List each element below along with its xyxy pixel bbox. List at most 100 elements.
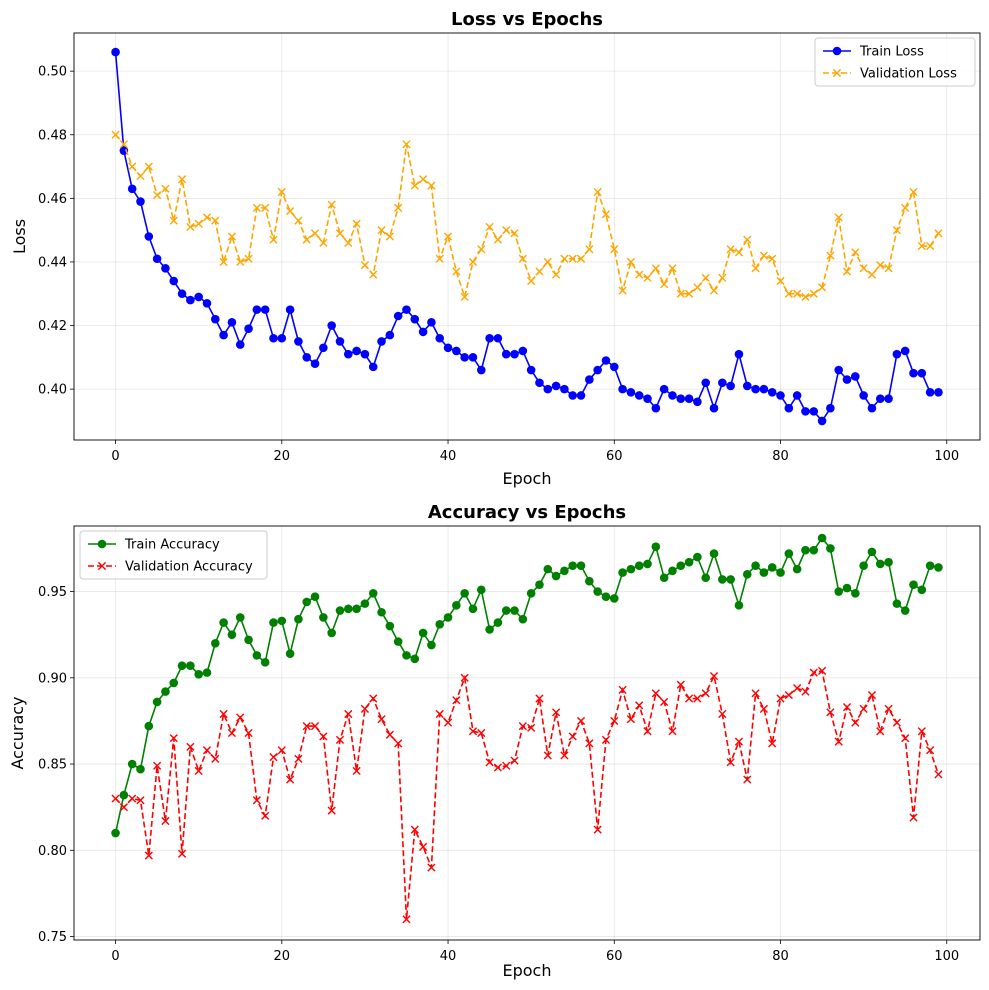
data-point <box>792 564 802 574</box>
data-point <box>792 391 802 400</box>
data-point <box>851 372 860 381</box>
data-point <box>610 716 619 726</box>
data-point <box>759 568 769 577</box>
data-point <box>535 378 544 388</box>
data-point <box>443 613 453 622</box>
data-point <box>501 349 511 359</box>
data-point <box>327 200 336 209</box>
data-point <box>186 222 195 232</box>
data-point <box>776 276 785 286</box>
data-point <box>726 381 735 391</box>
data-point <box>161 687 170 696</box>
chart-title: Loss vs Epochs <box>451 9 603 30</box>
data-point <box>576 391 586 400</box>
data-point <box>335 337 345 346</box>
data-point <box>177 661 187 671</box>
data-point <box>319 613 328 622</box>
data-point <box>817 666 827 675</box>
data-point <box>560 751 569 760</box>
data-point <box>892 599 902 608</box>
data-point <box>875 394 885 403</box>
data-point <box>643 727 652 736</box>
data-point <box>144 721 154 731</box>
data-point <box>734 737 744 746</box>
data-point <box>211 639 220 648</box>
data-point <box>153 191 162 200</box>
data-point <box>344 709 353 719</box>
data-point <box>493 333 503 343</box>
x-tick-label: 80 <box>772 449 789 464</box>
data-point <box>909 187 918 197</box>
data-point <box>751 689 760 698</box>
data-point <box>177 175 187 184</box>
data-point <box>394 739 403 748</box>
data-point <box>543 564 553 574</box>
data-point <box>501 606 511 615</box>
series-train-loss <box>111 47 943 426</box>
data-point <box>718 709 727 719</box>
chart-panel-1: 0 20 40 60 80 100 0.40 0.42 0.44 0.46 0.48 0.50 Loss… <box>10 9 981 488</box>
data-point <box>227 630 237 639</box>
data-point <box>310 722 320 731</box>
data-point <box>227 318 237 327</box>
series-line <box>114 52 939 423</box>
data-point <box>344 238 353 247</box>
data-point <box>368 588 378 598</box>
x-tick-label: 60 <box>606 449 623 464</box>
data-point <box>394 203 403 212</box>
data-point <box>593 587 602 596</box>
data-point <box>684 289 694 298</box>
data-point <box>643 273 652 282</box>
data-point <box>635 701 644 710</box>
data-point <box>252 651 262 660</box>
data-point <box>660 697 669 707</box>
data-point <box>144 162 153 171</box>
data-point <box>161 184 170 193</box>
data-point <box>111 130 120 139</box>
data-point <box>875 559 885 569</box>
data-point <box>784 690 793 700</box>
data-point <box>718 575 727 584</box>
data-point <box>609 594 619 603</box>
legend-label: Validation Accuracy <box>125 560 253 575</box>
data-point <box>236 257 245 267</box>
data-point <box>269 333 278 343</box>
data-point <box>809 407 819 416</box>
data-point <box>485 333 494 343</box>
data-point <box>817 416 827 426</box>
data-point <box>917 368 927 378</box>
series-validation-loss <box>111 130 943 302</box>
data-point <box>402 915 411 924</box>
data-point <box>826 544 835 553</box>
data-point <box>443 343 453 353</box>
data-point <box>252 796 261 805</box>
x-tick-label: 20 <box>274 949 291 964</box>
x-tick-label: 40 <box>440 449 457 464</box>
data-point <box>418 327 428 337</box>
data-point <box>352 346 361 356</box>
data-point <box>609 362 619 372</box>
data-point <box>186 295 195 305</box>
data-point <box>701 689 710 698</box>
data-point <box>427 318 436 327</box>
data-point <box>934 229 943 238</box>
data-point <box>393 637 403 646</box>
y-tick-label: 0.48 <box>38 128 67 143</box>
data-point <box>385 330 395 340</box>
data-point <box>128 794 137 803</box>
data-point <box>518 722 527 731</box>
data-point <box>152 254 162 264</box>
data-point <box>410 825 419 834</box>
data-point <box>427 863 436 872</box>
y-tick-label: 0.90 <box>38 671 67 686</box>
data-point <box>194 219 203 228</box>
data-point <box>551 270 561 279</box>
data-point <box>526 588 536 598</box>
data-point <box>551 708 561 717</box>
legend-box <box>79 530 268 580</box>
data-point <box>460 353 469 362</box>
legend-marker <box>832 68 842 78</box>
chart-panel-2: 0 20 40 60 80 100 0.75 0.80 0.85 0.90 0.95 Accuracy… <box>8 502 981 980</box>
data-point <box>343 604 353 614</box>
data-point <box>144 232 154 241</box>
